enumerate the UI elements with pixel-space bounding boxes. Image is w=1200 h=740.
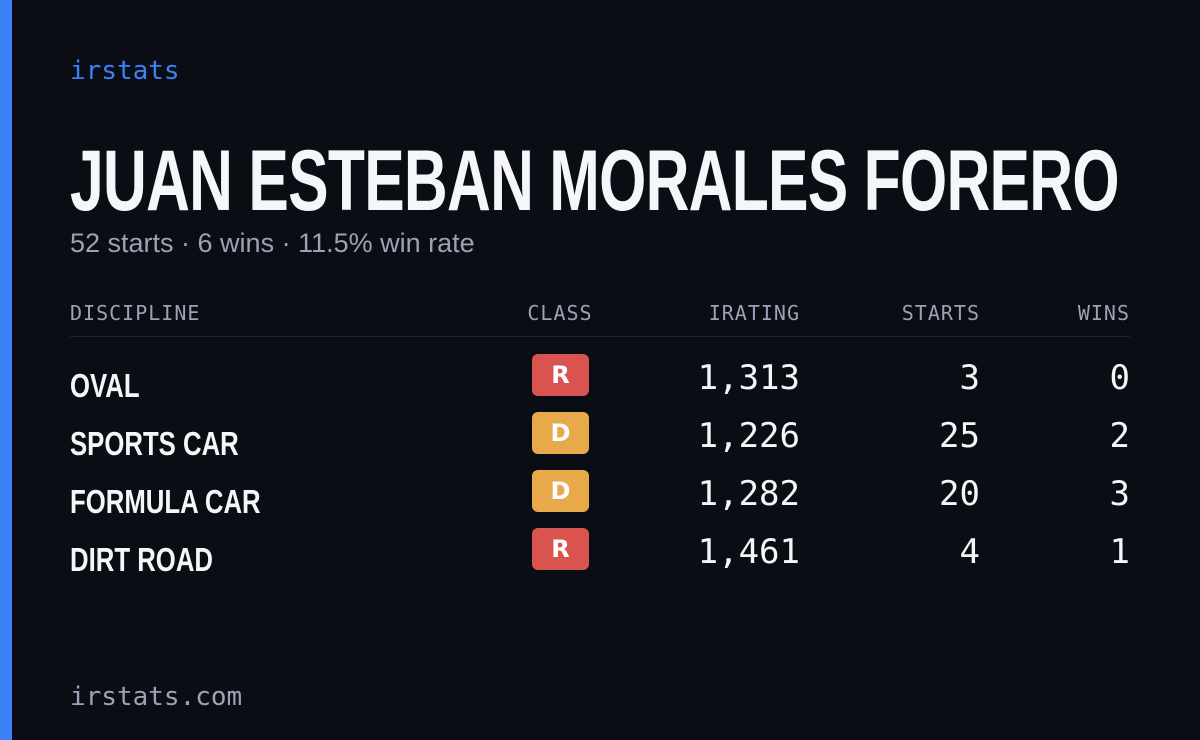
discipline: FORMULA CAR xyxy=(70,483,261,520)
wins: 1 xyxy=(1109,532,1130,572)
wins: 3 xyxy=(1109,474,1130,514)
discipline: SPORTS CAR xyxy=(70,425,239,462)
header-rule xyxy=(70,336,1130,337)
starts: 4 xyxy=(959,532,980,572)
discipline: DIRT ROAD xyxy=(70,541,213,578)
starts: 20 xyxy=(939,474,980,514)
header-cell: CLASS xyxy=(527,301,593,325)
class-badge: D xyxy=(532,412,589,454)
irating: 1,461 xyxy=(697,532,800,572)
header-cell: STARTS xyxy=(901,301,980,325)
irating: 1,313 xyxy=(697,358,800,398)
irating: 1,226 xyxy=(697,416,800,456)
starts: 3 xyxy=(959,358,980,398)
header-cell: WINS xyxy=(1077,301,1130,325)
irating: 1,282 xyxy=(697,474,800,514)
discipline: OVAL xyxy=(70,367,140,404)
driver-summary: 52 starts · 6 wins · 11.5% win rate xyxy=(70,228,475,258)
wins: 2 xyxy=(1109,416,1130,456)
class-badge: D xyxy=(532,470,589,512)
brand: irstats xyxy=(70,56,180,86)
footer: irstats.com xyxy=(70,682,243,712)
accent-bar xyxy=(0,0,12,740)
header-cell: DISCIPLINE xyxy=(70,301,201,325)
wins: 0 xyxy=(1109,358,1130,398)
class-badge: R xyxy=(532,528,589,570)
class-badge: R xyxy=(532,354,589,396)
header-cell: IRATING xyxy=(708,301,800,325)
driver-name: JUAN ESTEBAN MORALES FORERO xyxy=(70,133,1120,229)
starts: 25 xyxy=(939,416,980,456)
